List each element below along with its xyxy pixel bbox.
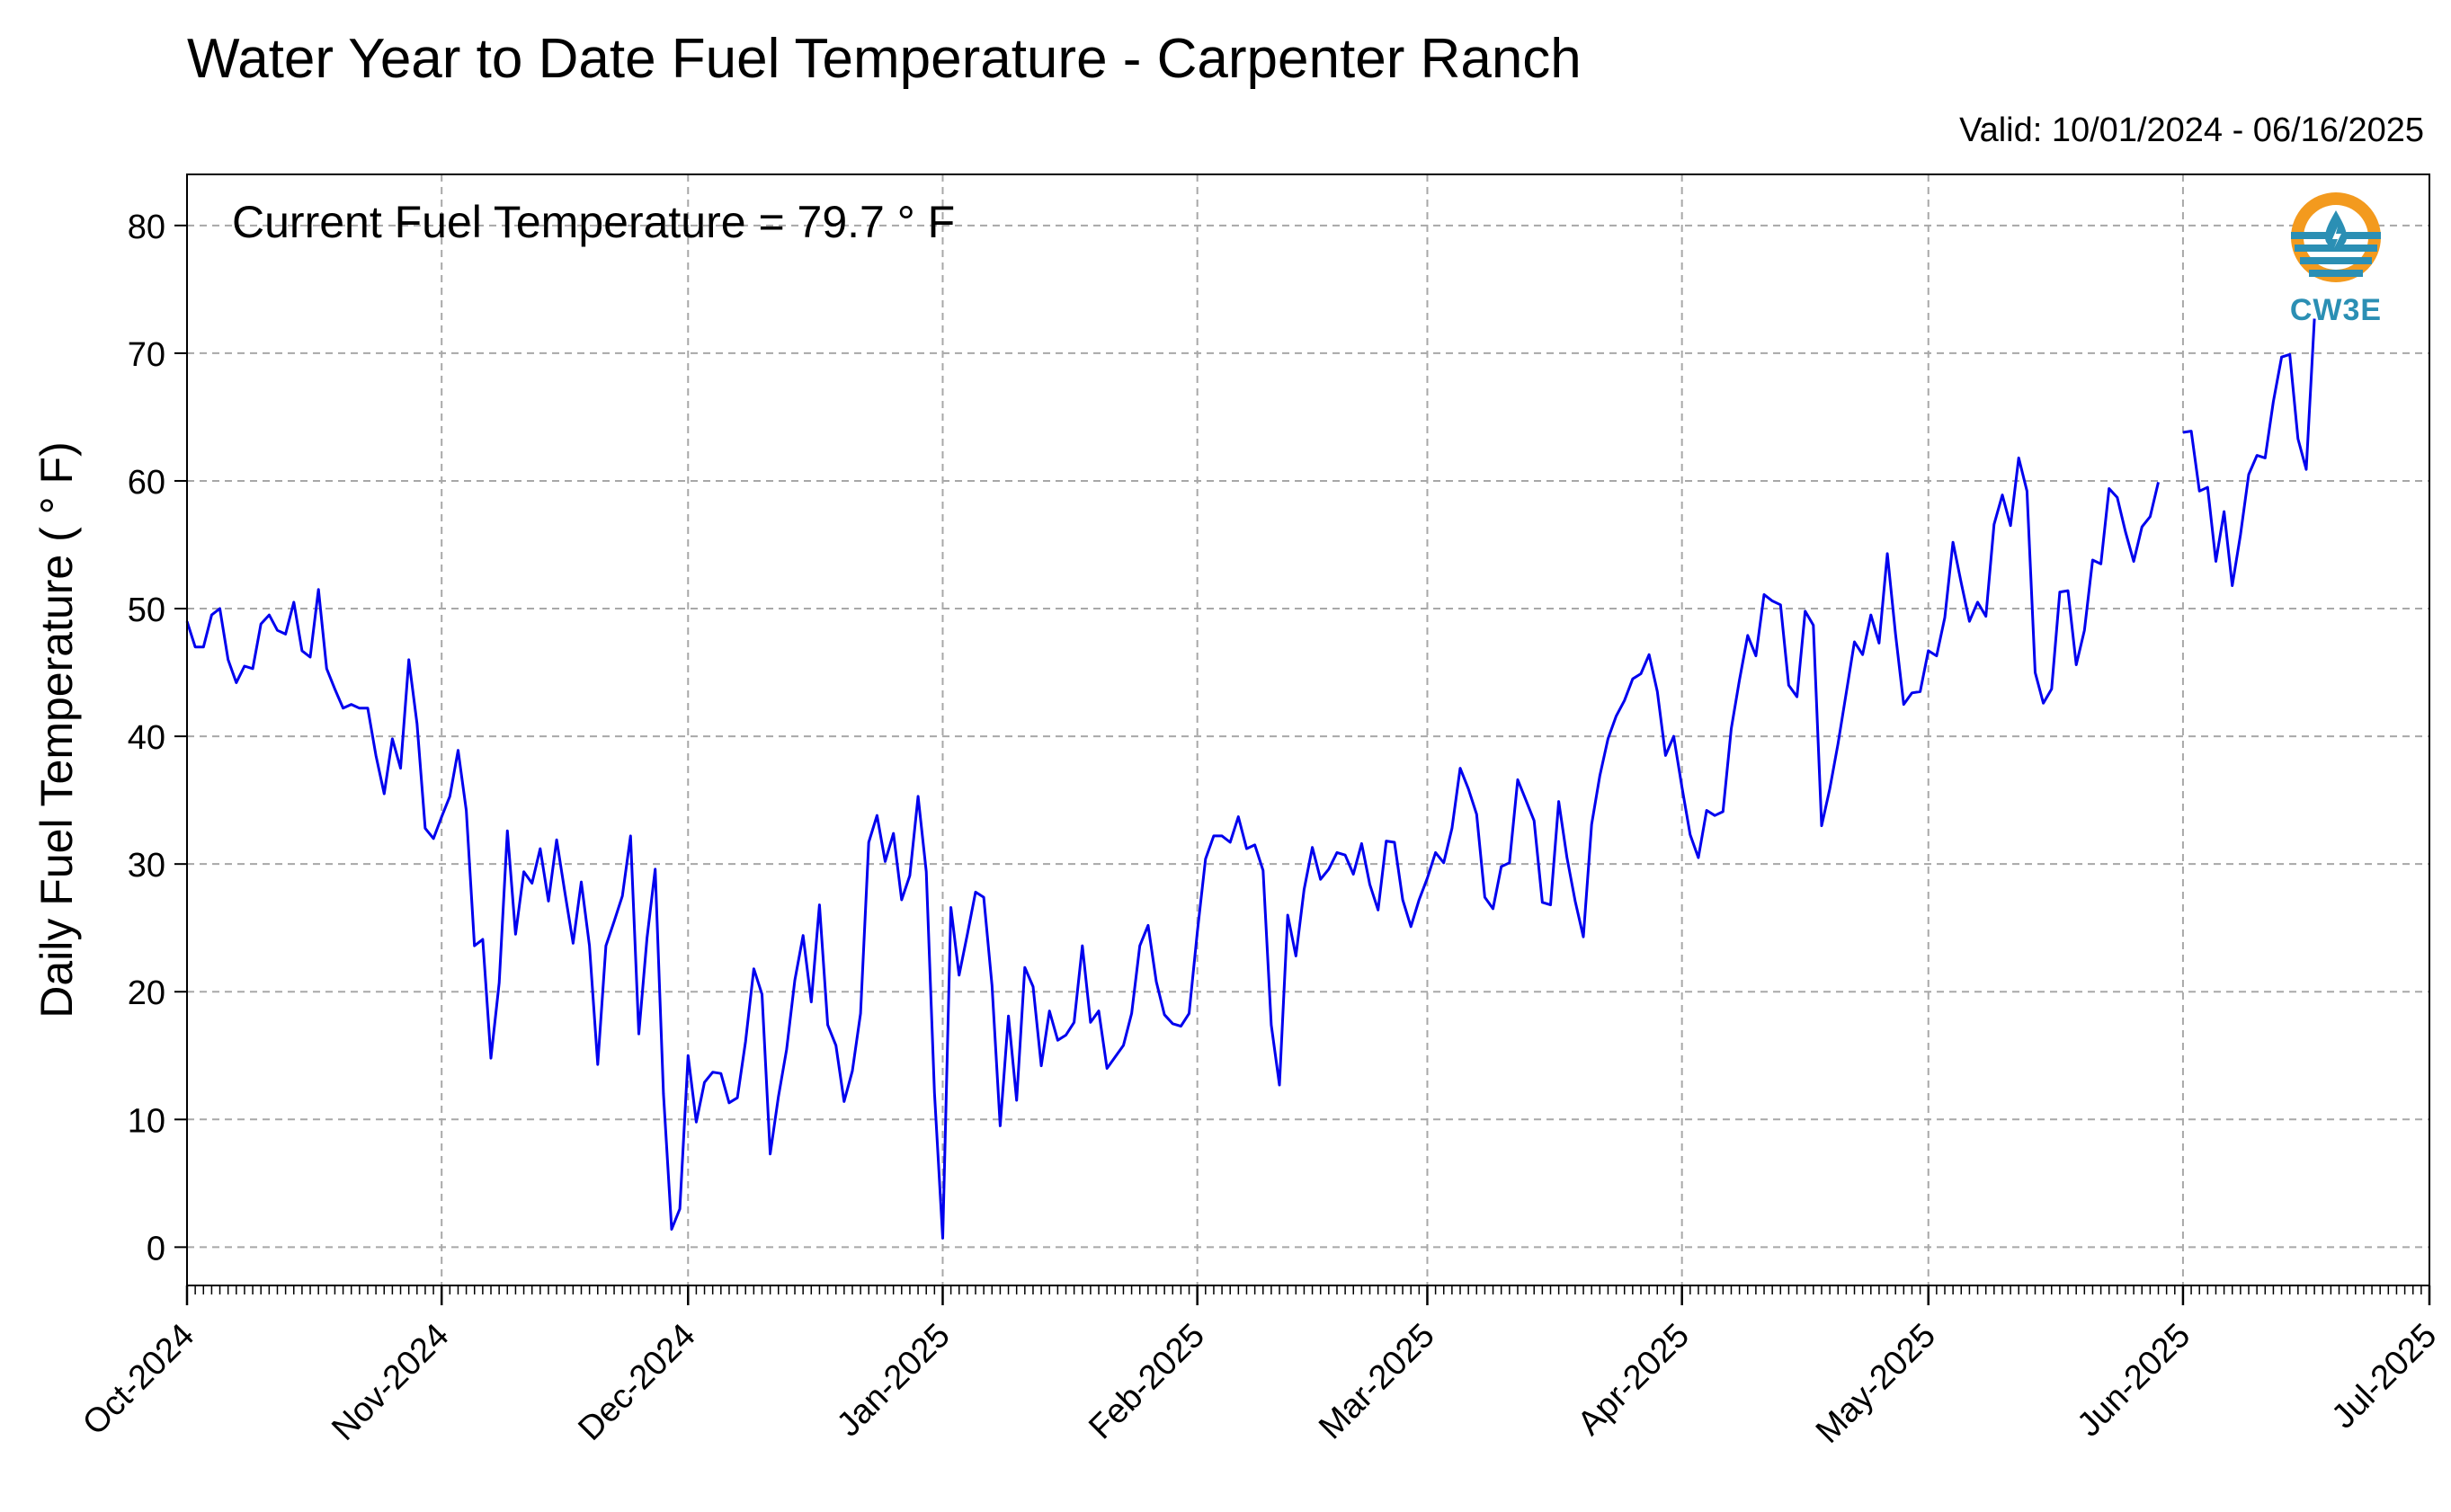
x-tick-label: Jul-2025 (2325, 1317, 2445, 1436)
x-tick-label: Oct-2024 (76, 1317, 201, 1443)
cw3e-logo-text: CW3E (2289, 293, 2383, 327)
grid-layer (186, 174, 2430, 1285)
y-tick-label: 10 (128, 1102, 165, 1140)
y-tick-label: 60 (128, 464, 165, 502)
fuel-temperature-line (185, 456, 2160, 1240)
y-tick-label: 40 (128, 719, 165, 757)
x-tick-label: Nov-2024 (325, 1317, 456, 1448)
y-axis-label: Daily Fuel Temperature ( ° F) (31, 441, 82, 1018)
y-tick-label: 20 (128, 974, 165, 1012)
series-layer (185, 318, 2316, 1240)
x-tick-label: Feb-2025 (1082, 1317, 1212, 1447)
current-temperature-annotation: Current Fuel Temperature = 79.7 ° F (232, 197, 955, 247)
x-tick-label: Mar-2025 (1312, 1317, 1442, 1447)
x-tick-label: Jun-2025 (2071, 1317, 2198, 1445)
x-tick-label: May-2025 (1809, 1317, 1943, 1451)
y-tick-label: 50 (128, 591, 165, 629)
chart-title: Water Year to Date Fuel Temperature - Ca… (187, 28, 1582, 90)
cw3e-logo-icon (2291, 192, 2381, 282)
y-tick-label: 30 (128, 847, 165, 885)
valid-date-range: Valid: 10/01/2024 - 06/16/2025 (1959, 111, 2424, 149)
y-tick-label: 70 (128, 336, 165, 374)
y-tick-label: 80 (128, 209, 165, 246)
y-tick-label: 0 (147, 1230, 165, 1267)
cw3e-logo: CW3E (2280, 187, 2392, 331)
axis-layer: 0 10 20 30 40 50 60 70 80 Oct-2024 Nov-2024 Dec-202… (76, 209, 2444, 1451)
x-tick-label: Dec-2024 (571, 1317, 702, 1448)
fuel-temperature-line (2182, 318, 2316, 587)
x-tick-label: Jan-2025 (830, 1317, 958, 1445)
x-tick-label: Apr-2025 (1571, 1317, 1697, 1443)
plot-frame (186, 173, 2430, 1286)
